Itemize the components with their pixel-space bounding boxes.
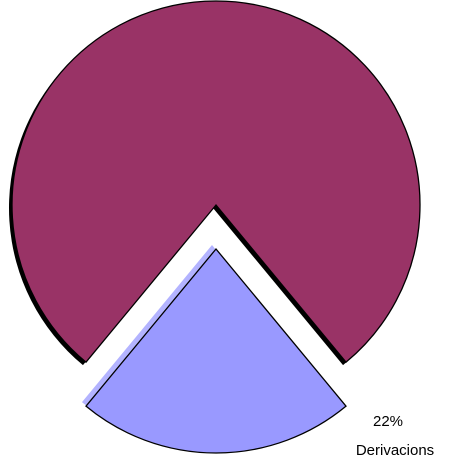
slice xyxy=(85,247,347,454)
slice-value-label: 22% xyxy=(373,413,403,430)
slice-category-label: Derivacions xyxy=(356,442,434,459)
slice xyxy=(11,0,421,364)
